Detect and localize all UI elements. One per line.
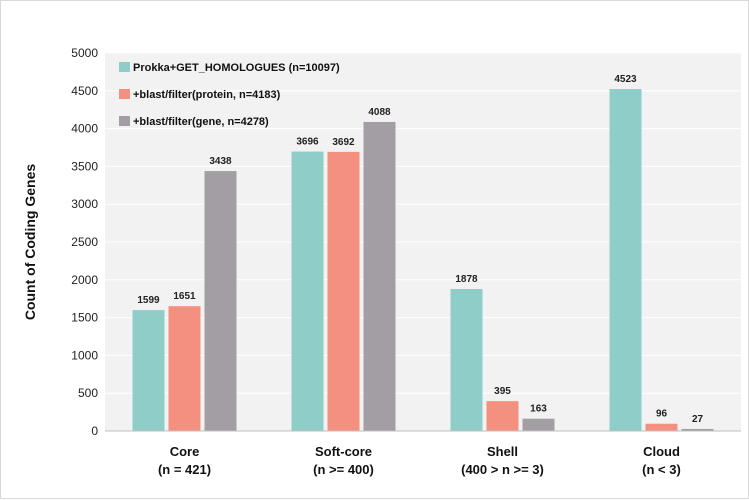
- bar: [204, 171, 237, 431]
- bar: [486, 401, 519, 431]
- y-tick-label: 1500: [71, 311, 98, 325]
- data-label: 3692: [332, 137, 355, 148]
- bar: [291, 151, 324, 431]
- data-label: 3438: [209, 156, 232, 167]
- y-axis-ticks: 0 500 1000 1500 2000 2500 3000 3500 4000 4500 5000: [71, 46, 98, 438]
- x-category-label: Cloud: [643, 444, 680, 459]
- bar: [450, 289, 483, 431]
- bar: [327, 151, 360, 431]
- data-labels: 1599 1651 3438 3696 3692 4088 1878 395 163 4523 96…: [137, 74, 703, 425]
- bar: [363, 121, 396, 431]
- y-axis-label: Count of Coding Genes: [22, 164, 38, 321]
- x-category-label: Soft-core: [315, 444, 372, 459]
- bar: [645, 423, 678, 431]
- legend-label: Prokka+GET_HOMOLOGUES (n=10097): [133, 62, 340, 74]
- legend-swatch: [119, 62, 130, 72]
- x-category-sublabel: (n < 3): [642, 462, 681, 477]
- data-label: 395: [494, 386, 511, 397]
- bars: [132, 89, 714, 431]
- legend: Prokka+GET_HOMOLOGUES (n=10097) +blast/fi…: [119, 62, 340, 128]
- data-label: 1651: [173, 291, 196, 302]
- legend-swatch: [119, 89, 130, 99]
- legend-label: +blast/filter(gene, n=4278): [133, 116, 269, 128]
- x-axis-categories: Core (n = 421) Soft-core (n >= 400) Shell (40…: [158, 444, 681, 477]
- x-category-label: Shell: [487, 444, 518, 459]
- data-label: 1599: [137, 295, 160, 306]
- legend-label: +blast/filter(protein, n=4183): [133, 89, 281, 101]
- y-tick-label: 1000: [71, 348, 98, 362]
- x-category-sublabel: (400 > n >= 3): [461, 462, 544, 477]
- y-tick-label: 2000: [71, 273, 98, 287]
- x-category-label: Core: [170, 444, 200, 459]
- y-tick-label: 2500: [71, 235, 98, 249]
- y-tick-label: 4500: [71, 84, 98, 98]
- legend-swatch: [119, 116, 130, 126]
- data-label: 4523: [614, 74, 637, 85]
- y-tick-label: 5000: [71, 46, 98, 60]
- bar: [681, 428, 714, 431]
- y-tick-label: 0: [91, 424, 98, 438]
- y-tick-label: 3000: [71, 197, 98, 211]
- y-tick-label: 4000: [71, 122, 98, 136]
- bar: [522, 418, 555, 431]
- y-tick-label: 3500: [71, 159, 98, 173]
- data-label: 27: [692, 414, 704, 425]
- y-tick-label: 500: [78, 386, 98, 400]
- data-label: 1878: [455, 274, 478, 285]
- x-category-sublabel: (n = 421): [158, 462, 211, 477]
- data-label: 96: [656, 409, 668, 420]
- data-label: 163: [530, 404, 547, 415]
- bar: [609, 89, 642, 431]
- bar: [132, 310, 165, 431]
- bar: [168, 306, 201, 431]
- data-label: 4088: [368, 107, 391, 118]
- data-label: 3696: [296, 137, 319, 148]
- x-category-sublabel: (n >= 400): [313, 462, 374, 477]
